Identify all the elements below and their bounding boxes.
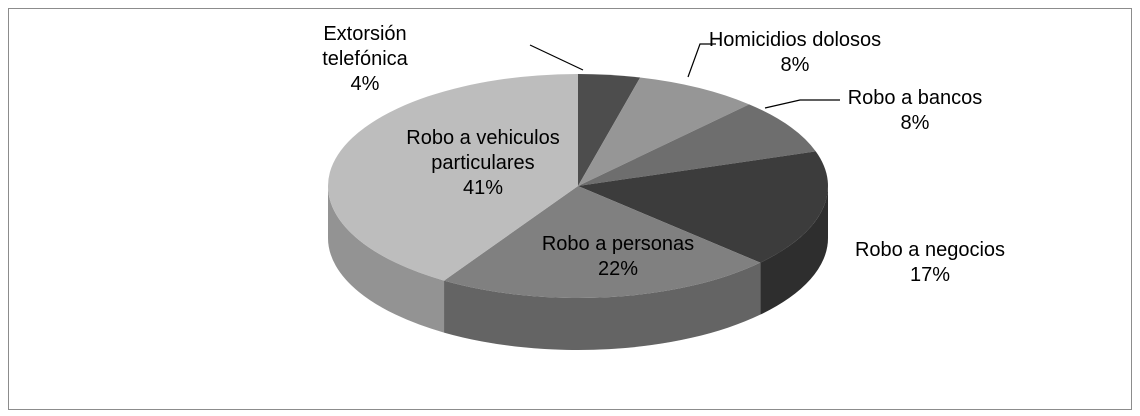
slice xyxy=(578,74,641,186)
slice-side xyxy=(328,186,445,333)
leader-line xyxy=(529,44,584,71)
slice-side xyxy=(444,262,761,351)
slice-side-shade xyxy=(444,262,761,351)
category-label: Robo a personas xyxy=(541,233,695,255)
slice xyxy=(578,104,816,186)
value-label: 8% xyxy=(780,54,810,76)
value-label: 4% xyxy=(350,73,380,95)
slice-label: Robo a vehiculos particulares 41% xyxy=(388,126,578,201)
slice-label: Homicidios dolosos 8% xyxy=(675,28,915,78)
leader-line xyxy=(687,43,716,78)
slice-label: Robo a personas 22% xyxy=(503,232,733,282)
value-label: 22% xyxy=(597,258,639,280)
slice xyxy=(578,151,828,263)
slice-label: Robo a bancos 8% xyxy=(805,86,1025,136)
category-label: Robo a bancos xyxy=(847,87,983,109)
slice xyxy=(578,77,750,186)
value-label: 8% xyxy=(900,112,930,134)
slice-label: Extorsión telefónica 4% xyxy=(305,22,425,97)
slice-side xyxy=(760,186,828,315)
slice-label: Robo a negocios 17% xyxy=(815,238,1045,288)
value-label: 17% xyxy=(909,264,951,286)
category-label: Extorsión telefónica xyxy=(322,23,408,70)
slice-side-shade xyxy=(760,186,828,315)
value-label: 41% xyxy=(462,177,504,199)
category-label: Robo a vehiculos particulares xyxy=(406,127,560,174)
slice xyxy=(444,186,761,298)
category-label: Homicidios dolosos xyxy=(708,29,882,51)
slice xyxy=(328,74,578,281)
category-label: Robo a negocios xyxy=(854,239,1006,261)
leader-line xyxy=(764,99,840,109)
slice-side-shade xyxy=(328,186,445,333)
